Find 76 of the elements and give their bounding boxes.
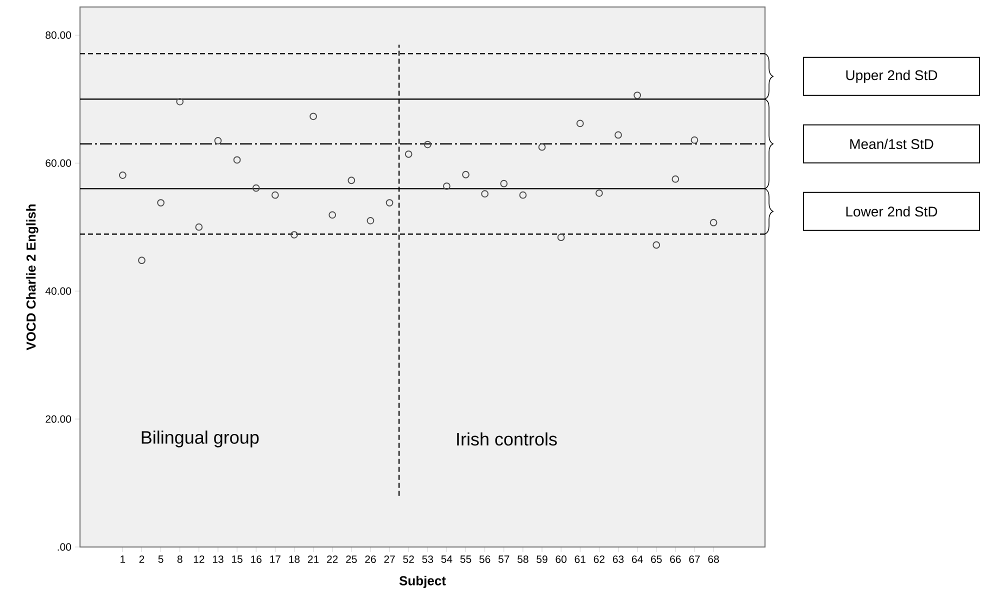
point: [424, 140, 432, 148]
x-tick-label: 26: [365, 556, 376, 563]
x-tick-label: 27: [384, 556, 395, 563]
x-tick-label: 66: [670, 556, 681, 563]
y-tick-label: 80.00: [46, 31, 72, 39]
point: [710, 218, 718, 226]
x-tick-label: 60: [556, 556, 566, 563]
x-tick-label: 52: [403, 556, 414, 563]
point: [462, 170, 470, 178]
x-tick-label: 54: [441, 556, 452, 563]
point: [519, 191, 527, 199]
x-tick-label: 5: [158, 556, 164, 563]
x-tick-label: 18: [289, 556, 300, 563]
point: [328, 211, 336, 219]
point: [614, 131, 622, 139]
x-tick-label: 62: [594, 556, 604, 563]
point: [310, 112, 317, 120]
point: [538, 143, 546, 151]
x-tick-label: 59: [536, 556, 548, 563]
point: [214, 137, 222, 144]
point: [652, 241, 660, 249]
annotation: Bilingual group: [142, 430, 259, 448]
y-tick-label: 40.00: [45, 287, 72, 295]
y-tick-label: .00: [58, 543, 72, 551]
text: Upper 2nd StD: [846, 70, 938, 83]
x-tick-label: 58: [518, 556, 528, 563]
point: [271, 191, 279, 199]
x-tick-label: 67: [689, 556, 700, 563]
x-tick-label: 57: [498, 556, 510, 563]
point: [500, 180, 508, 188]
text: Lower 2nd StD: [846, 206, 938, 217]
point: [118, 172, 126, 179]
point: [252, 184, 260, 192]
x-tick-label: 2: [139, 556, 144, 563]
point: [404, 150, 412, 158]
x-tick-label: 13: [212, 556, 224, 563]
y-tick-label: 20.00: [46, 415, 72, 423]
point: [195, 223, 203, 231]
text: Mean/1st StD: [850, 138, 934, 150]
point: [366, 216, 374, 224]
x-tick-label: 65: [651, 556, 662, 563]
point: [595, 189, 603, 197]
point: [157, 199, 165, 206]
x-tick-label: 56: [479, 556, 490, 563]
y-tick-label: 60.00: [46, 159, 72, 167]
point: [290, 231, 298, 238]
x-tick-label: 1: [120, 556, 126, 563]
x-tick-label: 17: [270, 556, 280, 563]
x-tick-label: 8: [177, 556, 182, 563]
point: [690, 136, 698, 144]
x-tick-label: 25: [346, 556, 357, 563]
x-tick-label: 53: [422, 556, 434, 563]
point: [233, 156, 241, 164]
x-tick-label: 16: [251, 556, 262, 563]
x-tick-label: 63: [612, 556, 624, 563]
x-tick-label: 68: [708, 556, 719, 563]
point: [576, 120, 584, 128]
point: [386, 199, 394, 206]
x-axis-title: Subject: [399, 576, 446, 588]
point: [443, 182, 450, 190]
point: [634, 92, 642, 99]
y-axis-title: VOCD Charlie 2 English: [26, 204, 38, 350]
annotation: Irish controls: [457, 432, 557, 446]
x-tick-label: 21: [308, 556, 319, 563]
point: [672, 175, 680, 183]
x-tick-label: 22: [327, 556, 338, 563]
point: [348, 176, 356, 184]
point: [557, 234, 565, 242]
point: [138, 256, 146, 264]
x-tick-label: 61: [574, 556, 586, 563]
x-tick-label: 55: [460, 556, 472, 563]
x-tick-label: 64: [632, 556, 643, 563]
x-tick-label: 15: [232, 556, 242, 563]
point: [176, 98, 184, 106]
x-tick-label: 12: [194, 556, 204, 563]
point: [481, 190, 489, 198]
